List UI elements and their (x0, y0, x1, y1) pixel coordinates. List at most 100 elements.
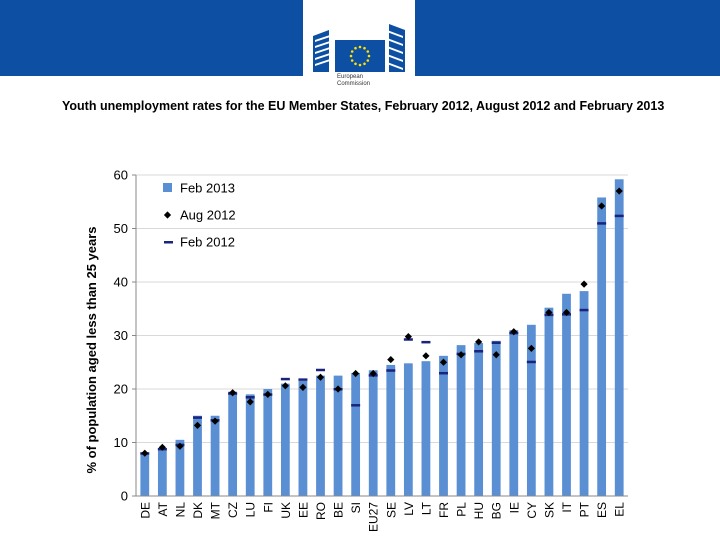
bar-mt (210, 415, 220, 496)
dash-ee (298, 378, 308, 381)
y-tick-label: 40 (114, 275, 128, 290)
eu-flag-icon (339, 42, 381, 70)
dash-se (386, 369, 396, 372)
dash-cy (526, 360, 536, 364)
bar-ee (298, 380, 308, 496)
y-gridlines (132, 174, 628, 497)
eu-star (350, 50, 354, 53)
diamond-lt (422, 352, 430, 360)
diamond-cy (527, 344, 535, 352)
logo-text-line2: Commission (337, 81, 371, 87)
bar-pl (456, 345, 466, 496)
dash-ro (316, 368, 325, 372)
x-tick-label: BG (490, 502, 504, 519)
x-tick-label: EE (296, 502, 310, 518)
dash-es (597, 222, 607, 225)
x-tick-label: BE (332, 502, 346, 518)
diamond-es (598, 202, 606, 210)
x-tick-label: SI (349, 502, 363, 513)
dash-uk (280, 377, 290, 381)
diamond-sk (545, 308, 553, 317)
x-tick-label: PL (455, 502, 469, 517)
dash-dk (193, 416, 202, 419)
y-tick-label: 50 (114, 221, 128, 236)
page-title: Youth unemployment rates for the EU Memb… (62, 99, 665, 113)
youth-unemployment-chart: 0 10 20 30 40 50 60 DE AT NL DK MT CZ LU FI UK EE RO BE SI… (84, 168, 628, 532)
x-tick-label: FI (261, 502, 275, 513)
diamond-el (615, 187, 623, 195)
bar-se (386, 364, 396, 496)
x-tick-label: FR (437, 502, 451, 518)
eu-star (349, 54, 353, 58)
x-tick-label: NL (173, 502, 187, 518)
bar-lt (421, 361, 431, 496)
x-tick-label: MT (209, 501, 223, 519)
logo-text-line1: European (337, 74, 364, 80)
bar-ro (316, 375, 325, 496)
eu-star (366, 50, 370, 53)
bar-it (562, 293, 571, 496)
x-tick-label: LU (244, 502, 258, 517)
bar-at (157, 448, 167, 496)
x-tick-label: CY (525, 502, 539, 519)
y-tick-label: 60 (114, 168, 128, 183)
diamond-se (387, 355, 395, 364)
axes (135, 175, 628, 497)
eu-star (363, 62, 366, 66)
eu-star (350, 59, 354, 62)
bars-feb-2013 (140, 179, 624, 496)
diamond-ie (510, 328, 518, 336)
bar-uk (280, 383, 290, 496)
bar-dk (193, 415, 202, 496)
legend-label: Feb 2012 (180, 235, 235, 250)
bar-eu27 (368, 370, 378, 496)
commission-building-icon (313, 24, 405, 72)
y-tick-label: 20 (114, 382, 128, 397)
dash-fr (439, 371, 448, 375)
x-tick-label: CZ (226, 502, 240, 518)
bar-de (140, 454, 150, 496)
diamond-mt (211, 417, 219, 425)
eu-star (363, 46, 366, 50)
diamond-at (158, 443, 166, 451)
diamond-fr (439, 358, 448, 366)
y-tick-label: 0 (121, 489, 128, 504)
eu-star (367, 54, 371, 58)
bar-cy (526, 324, 536, 496)
x-tick-label: RO (314, 502, 328, 520)
bar-lv (403, 363, 413, 496)
legend-label: Aug 2012 (180, 208, 236, 223)
european-commission-logo: European Commission (303, 0, 415, 92)
bar-si (351, 372, 361, 496)
diamond-nl (176, 442, 184, 450)
bar-nl (175, 439, 185, 496)
y-tick-label: 10 (114, 435, 128, 450)
diamond-cz (229, 389, 237, 397)
diamond-pl (457, 351, 465, 359)
x-tick-label: ES (595, 502, 609, 518)
dash-pt (579, 308, 589, 312)
legend-swatch-feb-2012 (164, 241, 173, 244)
bar-el (614, 179, 624, 496)
x-tick-labels: DE AT NL DK MT CZ LU FI UK EE RO BE SI EU27 SE LV LT FR PL… (138, 501, 626, 532)
x-tick-label: IT (560, 501, 574, 512)
x-tick-label: SK (542, 502, 556, 518)
x-tick-label: SE (384, 502, 398, 518)
legend-swatch-aug-2012 (163, 211, 172, 219)
bar-hu (474, 342, 484, 496)
diamond-bg (492, 351, 500, 359)
x-tick-label: LV (402, 502, 416, 516)
eu-star (358, 45, 362, 49)
bar-ie (509, 330, 519, 496)
diamond-it (562, 308, 571, 317)
bar-fi (263, 389, 273, 496)
bar-es (597, 197, 607, 496)
x-tick-label: PT (578, 501, 592, 517)
x-tick-label: EU27 (367, 502, 381, 532)
dash-hu (474, 350, 484, 353)
bar-fr (439, 355, 448, 496)
diamond-hu (475, 338, 483, 346)
bar-be (333, 375, 343, 496)
x-tick-label: EL (613, 502, 627, 517)
y-axis-label: % of population aged less than 25 years (84, 226, 99, 473)
